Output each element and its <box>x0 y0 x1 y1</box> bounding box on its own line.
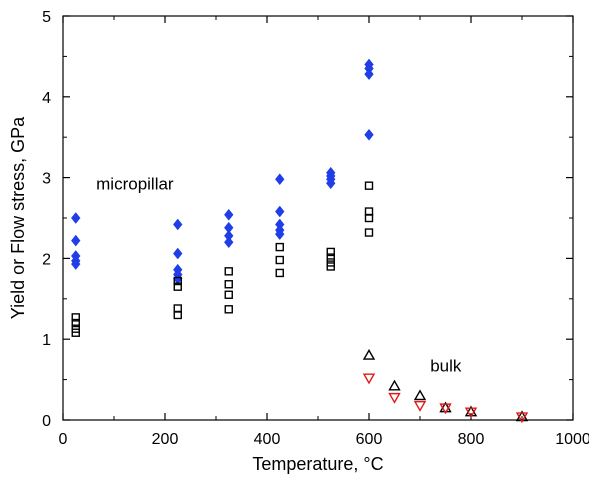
square-point <box>275 255 284 265</box>
diamond-point <box>71 258 81 270</box>
square-point <box>275 242 284 252</box>
square-point <box>364 181 374 190</box>
square-point <box>224 290 233 299</box>
y-tick-label: 4 <box>42 90 51 107</box>
data-points <box>71 58 529 424</box>
triangle-up-point <box>362 348 376 360</box>
chart-annotations: micropillar bulk <box>96 175 462 376</box>
plot-frame <box>62 15 574 421</box>
triangle-down-point <box>439 403 452 415</box>
square-point <box>224 280 233 289</box>
square-point <box>326 262 335 271</box>
y-tick-label: 0 <box>42 413 51 430</box>
square-point <box>173 310 182 320</box>
diamond-point <box>275 205 285 218</box>
diamond-point <box>326 177 336 190</box>
plot-area <box>62 15 574 421</box>
diamond-point <box>173 247 183 260</box>
diamond-point <box>224 208 234 221</box>
x-tick-label: 1000 <box>555 431 589 448</box>
diamond-point <box>275 173 285 186</box>
square-point <box>173 276 182 286</box>
triangle-down-point <box>464 407 478 419</box>
diamond-point <box>224 236 234 249</box>
diamond-point <box>71 212 81 224</box>
y-tick-label: 1 <box>42 332 51 349</box>
x-tick-label: 0 <box>59 431 68 448</box>
square-point <box>326 253 335 262</box>
triangle-down-point <box>388 392 401 404</box>
square-point <box>364 228 374 237</box>
x-tick-label: 600 <box>356 431 383 448</box>
annotation-micropillar: micropillar <box>96 175 174 194</box>
triangle-down-point <box>515 412 529 424</box>
x-tick-label: 400 <box>254 431 281 448</box>
square-point <box>224 267 233 276</box>
y-tick-label: 2 <box>42 251 51 268</box>
diamond-point <box>71 234 81 247</box>
x-axis-label: Temperature, °C <box>252 454 383 474</box>
square-point <box>71 318 80 328</box>
y-tick-label: 3 <box>42 171 51 188</box>
triangle-down-point <box>362 373 376 385</box>
square-point <box>224 305 233 314</box>
square-point <box>275 268 284 278</box>
triangle-up-point <box>413 389 427 401</box>
annotation-bulk: bulk <box>430 357 462 376</box>
diamond-point <box>173 218 183 231</box>
axis-ticks <box>62 15 574 421</box>
square-point <box>71 328 80 337</box>
triangle-down-point <box>413 401 427 412</box>
x-tick-label: 200 <box>152 431 179 448</box>
diamond-point <box>364 128 374 141</box>
square-point <box>173 282 182 291</box>
triangle-up-point <box>388 379 401 391</box>
square-point <box>326 247 335 257</box>
y-tick-label: 5 <box>42 9 51 26</box>
diamond-point <box>275 228 285 241</box>
y-axis-label: Yield or Flow stress, GPa <box>8 116 28 319</box>
square-point <box>364 213 374 223</box>
square-point <box>71 313 80 322</box>
diamond-point <box>364 68 374 81</box>
axis-tick-labels: 0 200 400 600 800 1000 0 1 2 3 4 5 <box>42 9 589 448</box>
x-tick-label: 800 <box>458 431 485 448</box>
